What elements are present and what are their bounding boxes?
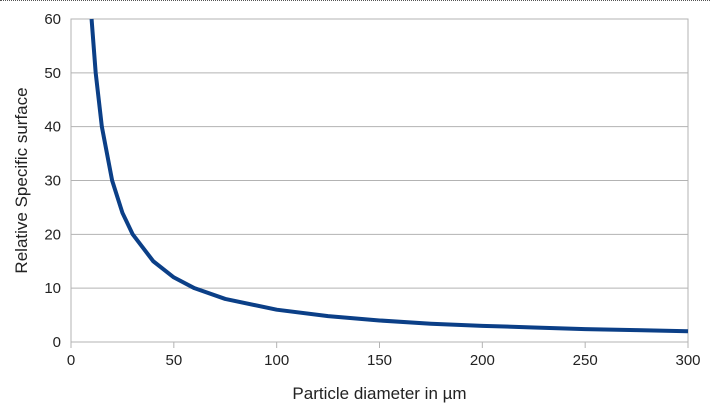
x-tick-label-300: 300 (675, 352, 700, 369)
x-tick-label-150: 150 (367, 352, 392, 369)
series-layer (89, 18, 689, 334)
y-tick-label-0: 0 (53, 334, 61, 351)
y-tick-label-60: 60 (44, 11, 61, 28)
y-tick-label-30: 30 (44, 173, 61, 190)
x-tick-label-0: 0 (67, 352, 75, 369)
x-tick-label-100: 100 (264, 352, 289, 369)
y-tick-label-20: 20 (44, 226, 61, 243)
y-axis-title: Relative Specific surface (12, 87, 31, 273)
x-tick-label-200: 200 (470, 352, 495, 369)
y-axis-ticks: 0 10 20 30 40 50 60 (44, 11, 61, 351)
grid (71, 18, 688, 343)
y-tick-label-50: 50 (44, 65, 61, 82)
x-axis-title: Particle diameter in µm (292, 384, 466, 403)
x-axis-ticks: 0 50 100 150 200 250 300 (67, 342, 701, 369)
x-tick-label-250: 250 (573, 352, 598, 369)
y-tick-label-40: 40 (44, 119, 61, 136)
series-line-0 (89, 18, 689, 334)
top-dotted-border (0, 0, 710, 1)
y-tick-label-10: 10 (44, 280, 61, 297)
x-tick-label-50: 50 (165, 352, 182, 369)
